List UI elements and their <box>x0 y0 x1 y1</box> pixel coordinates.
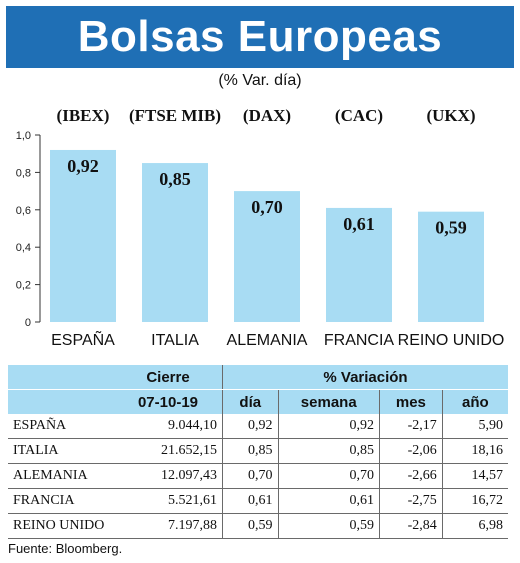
table-row: ALEMANIA 12.097,43 0,70 0,70 -2,66 14,57 <box>8 463 508 489</box>
row-anio: 18,16 <box>441 438 508 464</box>
bar <box>326 207 392 322</box>
row-semana: 0,59 <box>277 513 380 539</box>
row-cierre: 5.521,61 <box>114 488 223 514</box>
header-semana: semana <box>277 389 380 414</box>
y-tick-label: 0,2 <box>16 280 31 292</box>
y-tick-label: 0,4 <box>16 242 31 254</box>
x-category-label: ESPAÑA <box>51 329 115 349</box>
table-header-row-2: 07-10-19 día semana mes año <box>8 389 508 414</box>
header-blank-2 <box>8 389 114 414</box>
row-dia: 0,85 <box>222 438 279 464</box>
header-anio: año <box>441 389 508 414</box>
row-dia: 0,70 <box>222 463 279 489</box>
title-banner: Bolsas Europeas <box>6 6 514 68</box>
row-anio: 6,98 <box>441 513 508 539</box>
bar <box>418 211 484 322</box>
y-tick-label: 0,8 <box>16 167 31 179</box>
data-label: 0,61 <box>343 214 375 234</box>
data-label: 0,70 <box>251 197 283 217</box>
index-code-label: (FTSE MIB) <box>129 106 221 125</box>
header-dia: día <box>222 389 279 414</box>
index-code-label: (CAC) <box>335 106 383 125</box>
header-date: 07-10-19 <box>114 389 223 414</box>
table-row: ITALIA 21.652,15 0,85 0,85 -2,06 18,16 <box>8 438 508 464</box>
row-dia: 0,92 <box>222 414 279 439</box>
data-label: 0,59 <box>435 218 467 238</box>
row-name: REINO UNIDO <box>8 513 114 539</box>
row-dia: 0,61 <box>222 488 279 514</box>
x-category-label: ITALIA <box>151 332 199 349</box>
y-tick-label: 1,0 <box>16 130 31 142</box>
table-row: REINO UNIDO 7.197,88 0,59 0,59 -2,84 6,9… <box>8 513 508 539</box>
row-anio: 14,57 <box>441 463 508 489</box>
index-code-label: (IBEX) <box>57 106 110 125</box>
header-variacion: % Variación <box>222 365 508 390</box>
row-name: FRANCIA <box>8 488 114 514</box>
y-tick-label: 0,6 <box>16 205 31 217</box>
data-table: Cierre % Variación 07-10-19 día semana m… <box>8 365 508 539</box>
table-header-row-1: Cierre % Variación <box>8 365 508 390</box>
row-semana: 0,85 <box>277 438 380 464</box>
row-mes: -2,06 <box>378 438 443 464</box>
row-dia: 0,59 <box>222 513 279 539</box>
table-row: ESPAÑA 9.044,10 0,92 0,92 -2,17 5,90 <box>8 414 508 439</box>
x-category-label: REINO UNIDO <box>398 332 505 349</box>
data-label: 0,85 <box>159 169 191 189</box>
source-note: Fuente: Bloomberg. <box>8 541 123 556</box>
data-label: 0,92 <box>67 156 99 176</box>
index-code-label: (DAX) <box>243 106 291 125</box>
row-name: ITALIA <box>8 438 114 464</box>
row-mes: -2,75 <box>378 488 443 514</box>
header-cierre: Cierre <box>114 365 223 390</box>
header-mes: mes <box>378 389 443 414</box>
bar <box>142 163 208 322</box>
row-cierre: 12.097,43 <box>114 463 223 489</box>
row-cierre: 21.652,15 <box>114 438 223 464</box>
row-semana: 0,70 <box>277 463 380 489</box>
chart-subtitle: (% Var. día) <box>218 72 302 89</box>
row-cierre: 9.044,10 <box>114 414 223 439</box>
row-name: ESPAÑA <box>8 414 114 439</box>
row-semana: 0,61 <box>277 488 380 514</box>
chart-title: Bolsas Europeas <box>77 12 443 61</box>
x-category-label: ALEMANIA <box>227 332 308 349</box>
row-semana: 0,92 <box>277 414 380 439</box>
bar-chart: 0 0,2 0,4 0,6 0,8 1,0 (IBEX) 0,92 ESPAÑA (FTSE MI… <box>16 106 505 349</box>
bar <box>50 149 116 322</box>
bar <box>234 191 300 322</box>
row-anio: 5,90 <box>441 414 508 439</box>
row-mes: -2,84 <box>378 513 443 539</box>
row-mes: -2,17 <box>378 414 443 439</box>
y-tick-label: 0 <box>25 317 31 329</box>
row-mes: -2,66 <box>378 463 443 489</box>
index-code-label: (UKX) <box>426 106 475 125</box>
header-blank <box>8 365 114 390</box>
row-anio: 16,72 <box>441 488 508 514</box>
row-name: ALEMANIA <box>8 463 114 489</box>
x-category-label: FRANCIA <box>324 332 395 349</box>
table-row: FRANCIA 5.521,61 0,61 0,61 -2,75 16,72 <box>8 488 508 514</box>
row-cierre: 7.197,88 <box>114 513 223 539</box>
